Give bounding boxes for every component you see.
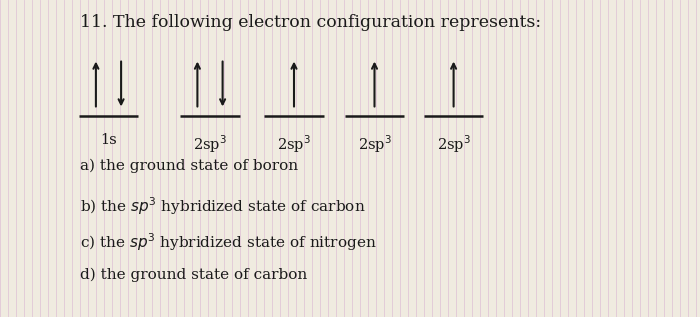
Text: a) the ground state of boron: a) the ground state of boron <box>80 158 299 173</box>
Text: 1s: 1s <box>100 133 117 147</box>
Text: 2sp$^3$: 2sp$^3$ <box>358 133 391 155</box>
Text: b) the $sp^3$ hybridized state of carbon: b) the $sp^3$ hybridized state of carbon <box>80 195 366 217</box>
Text: d) the ground state of carbon: d) the ground state of carbon <box>80 268 308 282</box>
Text: 2sp$^3$: 2sp$^3$ <box>437 133 470 155</box>
Text: 11. The following electron configuration represents:: 11. The following electron configuration… <box>80 14 542 31</box>
Text: 2sp$^3$: 2sp$^3$ <box>193 133 227 155</box>
Text: c) the $sp^3$ hybridized state of nitrogen: c) the $sp^3$ hybridized state of nitrog… <box>80 231 377 253</box>
Text: 2sp$^3$: 2sp$^3$ <box>277 133 311 155</box>
